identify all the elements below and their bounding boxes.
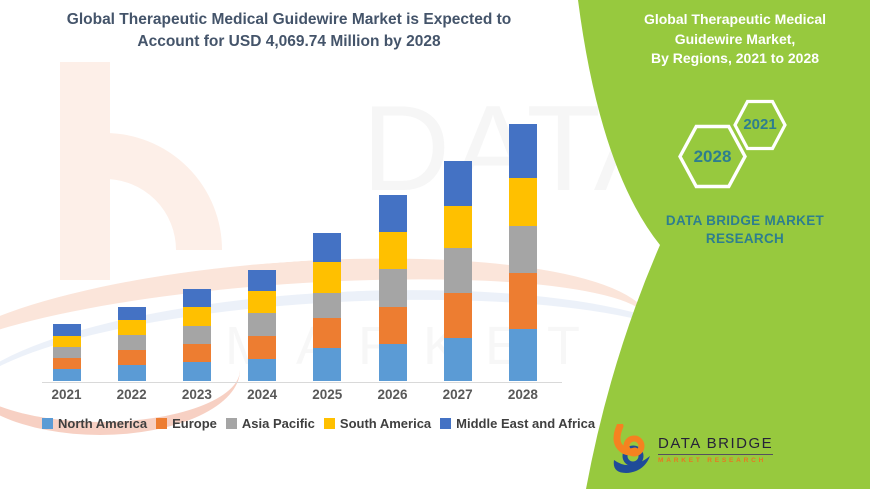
brand-text-line2: RESEARCH (705, 231, 785, 246)
side-panel-title-line1: Global Therapeutic Medical (643, 11, 827, 27)
bar-segment-south-america-2028 (508, 177, 537, 226)
bar-segment-europe-2026 (378, 307, 407, 345)
legend-item-europe: Europe (156, 416, 217, 431)
bar-segment-south-america-2024 (248, 290, 277, 314)
bar-segment-asia-pacific-2026 (378, 269, 407, 308)
bar-segment-asia-pacific-2025 (313, 292, 342, 319)
legend-label: Middle East and Africa (456, 416, 596, 431)
bar-segment-north-america-2021 (52, 369, 81, 381)
bar-segment-north-america-2028 (508, 329, 537, 381)
x-axis-line (42, 382, 562, 383)
stacked-bar-chart: North America Europe Asia Pacific South Ame… (42, 123, 595, 431)
bar-segment-europe-2028 (508, 273, 537, 330)
chart-headline-line1: Global Therapeutic Medical Guidewire Mar… (66, 11, 512, 28)
chart-legend: North America Europe Asia Pacific South Ame… (42, 416, 595, 431)
legend-item-north-america: North America (42, 416, 147, 431)
bar-segment-europe-2021 (52, 358, 81, 369)
bar-segment-middle-east-and-africa-2028 (508, 123, 537, 178)
bar-segment-middle-east-and-africa-2024 (248, 269, 277, 291)
x-axis-label-2027: 2027 (442, 387, 473, 402)
bar-segment-europe-2024 (248, 335, 277, 359)
bar-segment-asia-pacific-2022 (117, 335, 146, 351)
x-axis-label-2023: 2023 (181, 387, 212, 402)
legend-swatch (156, 418, 168, 429)
bar-segment-south-america-2022 (117, 320, 146, 336)
hexagon-year-2028: 2028 (693, 147, 732, 166)
bar-segment-south-america-2021 (52, 336, 81, 348)
dbmr-logo-icon (613, 424, 650, 473)
bar-segment-middle-east-and-africa-2026 (378, 194, 407, 233)
bar-segment-middle-east-and-africa-2023 (182, 289, 211, 307)
green-panel (578, 0, 870, 489)
chart-headline-line2: Account for USD 4,069.74 Million by 2028 (137, 33, 441, 50)
legend-swatch (323, 418, 335, 429)
logo-orange-loop (623, 435, 645, 457)
legend-label: Asia Pacific (241, 416, 315, 431)
hexagon-2021-outline (733, 99, 787, 151)
legend-label: South America (339, 416, 432, 431)
bar-segment-north-america-2026 (378, 344, 407, 381)
bar-segment-asia-pacific-2021 (52, 347, 81, 358)
brand-text-line1: DATA BRIDGE MARKET (665, 213, 825, 228)
bar-segment-asia-pacific-2027 (443, 248, 472, 293)
bar-segment-south-america-2026 (378, 232, 407, 270)
brand-text: DATA BRIDGE MARKET RESEARCH (640, 212, 850, 248)
bar-segment-north-america-2025 (313, 348, 342, 381)
bar-segment-middle-east-and-africa-2025 (313, 233, 342, 263)
dbmr-logo: DATA BRIDGE MARKET RESEARCH (612, 424, 774, 474)
side-panel-title: Global Therapeutic Medical Guidewire Mar… (592, 10, 870, 69)
x-axis-label-2025: 2025 (312, 387, 343, 402)
bar-segment-europe-2027 (443, 292, 472, 338)
side-panel-title-line3: By Regions, 2021 to 2028 (650, 50, 820, 66)
legend-item-south-america: South America (323, 416, 432, 431)
bar-segment-middle-east-and-africa-2022 (117, 306, 146, 321)
hexagon-2028-outline (678, 124, 747, 189)
bar-segment-south-america-2023 (182, 306, 211, 326)
side-panel-title-line2: Guidewire Market, (674, 30, 796, 47)
legend-item-asia-pacific: Asia Pacific (225, 416, 315, 431)
bar-segment-south-america-2027 (443, 205, 472, 249)
chart-headline: Global Therapeutic Medical Guidewire Mar… (0, 9, 578, 53)
dbmr-logo-text: DATA BRIDGE MARKET RESEARCH (658, 435, 774, 464)
bar-segment-asia-pacific-2028 (508, 225, 537, 274)
x-axis-label-2024: 2024 (247, 387, 278, 402)
bar-segment-north-america-2027 (443, 337, 472, 381)
bar-segment-europe-2025 (313, 318, 342, 349)
legend-label: North America (58, 416, 148, 431)
legend-item-middle-east-and-africa: Middle East and Africa (440, 416, 595, 431)
hexagon-year-2021: 2021 (743, 116, 777, 133)
dbmr-logo-name: DATA BRIDGE (658, 435, 774, 455)
bar-segment-europe-2022 (117, 350, 146, 366)
legend-label: Europe (172, 416, 217, 431)
bar-segment-asia-pacific-2023 (182, 325, 211, 344)
x-axis-label-2026: 2026 (377, 387, 408, 402)
x-axis-label-2028: 2028 (507, 387, 538, 402)
x-axis-label-2022: 2022 (116, 387, 147, 402)
x-axis-label-2021: 2021 (51, 387, 82, 402)
bar-segment-south-america-2025 (313, 262, 342, 293)
legend-swatch (42, 418, 53, 429)
bar-segment-north-america-2023 (182, 361, 211, 381)
year-hexagons (678, 99, 787, 189)
bar-segment-north-america-2022 (117, 365, 146, 381)
bar-segment-north-america-2024 (248, 358, 277, 381)
legend-swatch (225, 418, 237, 429)
bar-segment-middle-east-and-africa-2021 (52, 324, 81, 337)
bar-segment-middle-east-and-africa-2027 (443, 160, 472, 206)
logo-blue-swoosh (613, 456, 650, 473)
legend-swatch (440, 418, 452, 429)
bar-segment-europe-2023 (182, 343, 211, 362)
bar-segment-asia-pacific-2024 (248, 313, 277, 336)
dbmr-logo-subtitle: MARKET RESEARCH (658, 457, 767, 464)
